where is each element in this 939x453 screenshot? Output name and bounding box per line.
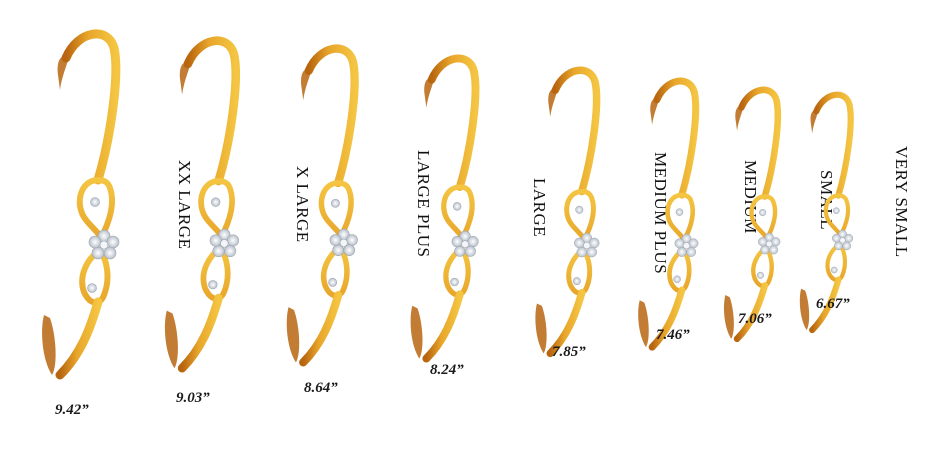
arc-top: [652, 77, 699, 199]
diamond-flower: [330, 228, 359, 256]
diamond-stone: [675, 208, 683, 216]
hook-tip-top: [57, 56, 68, 90]
diamond-flower: [88, 229, 120, 260]
arc-top: [551, 66, 600, 196]
size-label: VERY SMALL: [892, 146, 911, 258]
arc-top: [183, 36, 241, 186]
diamond-stone: [830, 266, 838, 274]
hook-tip-bottom: [165, 310, 179, 369]
diamond-stone: [572, 277, 581, 286]
diamond-stone: [452, 202, 461, 211]
hook-tip-bottom: [410, 305, 423, 359]
size-measurement: 7.06”: [738, 311, 772, 327]
bracelet-image: [799, 91, 854, 334]
diamond-flower: [757, 232, 780, 255]
arc-top: [737, 86, 781, 200]
size-measurement: 6.67”: [816, 296, 850, 312]
bracelet-image: [287, 44, 360, 367]
arc-bottom: [421, 290, 464, 363]
hook-tip-top: [649, 98, 658, 125]
hook-tip-bottom: [637, 300, 649, 348]
diamond-flower: [831, 229, 853, 251]
arc-bottom: [55, 297, 103, 380]
size-measurement: 8.64”: [304, 380, 338, 396]
diamond-stone: [87, 283, 97, 293]
diamond-stone: [832, 207, 840, 214]
hook-tip-top: [734, 106, 743, 131]
arc-bottom: [546, 289, 586, 358]
diamond-stone: [449, 277, 459, 287]
diamond-stone: [756, 271, 764, 279]
arc-bottom: [733, 282, 768, 343]
hook-tip-bottom: [799, 288, 809, 331]
bracelet-image: [165, 36, 241, 373]
size-measurement: 9.42”: [55, 402, 89, 418]
arc-bottom: [299, 291, 343, 367]
hook-tip-top: [180, 62, 190, 95]
bracelet-image: [534, 66, 600, 358]
diamond-stone: [211, 197, 221, 207]
size-measurement: 9.03”: [176, 390, 210, 406]
diamond-stone: [758, 209, 766, 217]
bracelet-image: [42, 29, 121, 380]
hook-tip-top: [810, 110, 818, 134]
hook-tip-top: [423, 78, 433, 108]
bracelet-image: [637, 77, 699, 351]
hook-tip-bottom: [42, 315, 56, 375]
hook-tip-top: [547, 89, 557, 117]
diamond-stone: [90, 197, 100, 207]
diamond-stone: [672, 275, 681, 283]
size-measurement: 7.85”: [552, 344, 586, 360]
diamond-flower: [451, 230, 479, 257]
arc-top: [427, 54, 479, 191]
bracelet-image: [410, 54, 479, 363]
arc-top: [61, 29, 121, 185]
size-measurement: 8.24”: [430, 362, 464, 378]
diamond-stone: [328, 277, 338, 287]
hook-tip-top: [301, 69, 311, 101]
diamond-flower: [573, 232, 600, 258]
arc-bottom: [177, 293, 224, 373]
hook-tip-bottom: [723, 295, 734, 339]
hook-tip-bottom: [287, 307, 300, 363]
bracelet-image: [723, 86, 781, 343]
arc-top: [305, 44, 360, 188]
diamond-stone: [331, 198, 341, 208]
arc-top: [813, 91, 854, 199]
size-measurement: 7.46”: [656, 327, 690, 343]
diamond-flower: [674, 233, 699, 257]
diamond-flower: [209, 228, 240, 258]
arc-bottom: [648, 286, 685, 351]
diamond-stone: [574, 205, 583, 214]
diamond-stone: [208, 280, 218, 290]
arc-bottom: [808, 276, 842, 334]
hook-tip-bottom: [534, 303, 547, 354]
